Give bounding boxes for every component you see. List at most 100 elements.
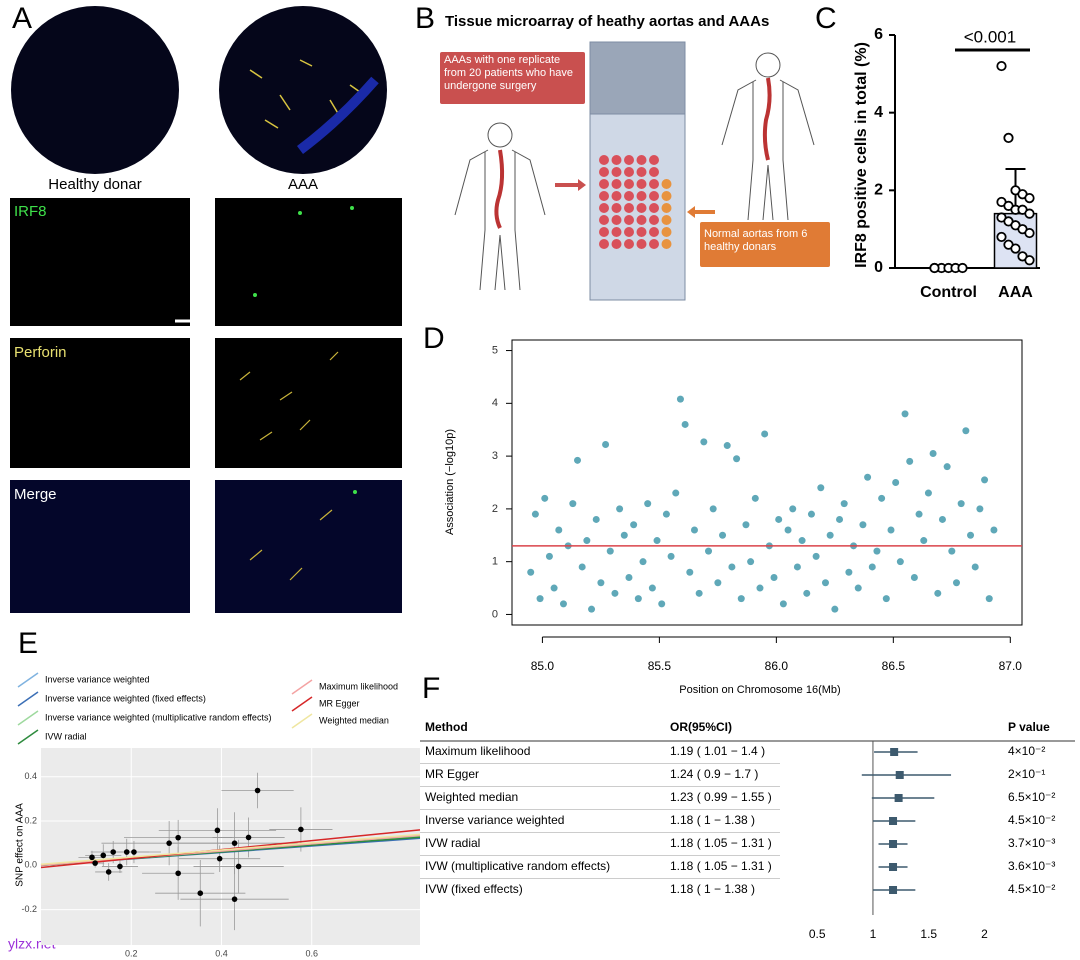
data-point (985, 595, 993, 603)
x-tick-label: 86.0 (765, 659, 789, 673)
legend-key (17, 729, 39, 745)
data-point (559, 600, 567, 608)
x-tick-label: 87.0 (999, 659, 1023, 673)
data-point (700, 438, 708, 446)
channel-label: IRF8 (14, 203, 47, 220)
x-tick-label: 2 (981, 927, 988, 941)
tissue-core (649, 215, 659, 225)
data-point (859, 521, 867, 529)
x-tick-label: Control (920, 284, 977, 301)
tissue-core (611, 215, 622, 225)
tissue-core (624, 215, 634, 225)
tissue-core (649, 155, 659, 165)
method: Inverse variance weighted (425, 813, 564, 827)
estimate (889, 886, 898, 894)
y-tick-label: 0 (874, 259, 883, 276)
data-point (831, 605, 839, 613)
tissue-core (661, 203, 672, 213)
p-value: 3.6×10⁻³ (1008, 859, 1055, 873)
method: MR Egger (425, 767, 479, 781)
x-tick-label: 1 (870, 927, 877, 941)
data-point (100, 852, 107, 859)
or-ci: 1.24 ( 0.9 − 1.7 ) (670, 767, 758, 781)
data-point (742, 521, 750, 529)
data-point (812, 552, 820, 560)
estimate (895, 771, 904, 779)
data-point (634, 595, 642, 603)
channel-label: Perforin (14, 344, 67, 361)
data-point (719, 531, 727, 539)
data-point (733, 455, 741, 463)
data-point (952, 579, 960, 587)
y-tick-label: 2 (874, 182, 883, 199)
stain (253, 206, 357, 494)
tissue-core (599, 239, 609, 249)
panel-label: C (815, 2, 837, 35)
data-point (934, 589, 942, 597)
data-point (676, 395, 684, 403)
note: Normal aortas from 6 healthy donars (704, 228, 808, 253)
data-point (639, 558, 647, 566)
data-point (779, 600, 787, 608)
stain (296, 76, 379, 154)
estimate (889, 817, 898, 825)
y-tick-label: 5 (492, 344, 498, 356)
data-point (943, 463, 951, 471)
micrograph (215, 198, 402, 326)
tissue-array (599, 155, 672, 249)
estimate (889, 840, 898, 848)
data-point (166, 840, 172, 846)
or-ci: 1.18 ( 1 − 1.38 ) (670, 813, 755, 827)
tissue-core (599, 203, 609, 213)
data-point (728, 563, 736, 571)
data-point (1003, 132, 1014, 144)
tissue-image (219, 6, 387, 174)
data-point (924, 489, 932, 497)
data-point (592, 515, 600, 523)
method: Weighted median (425, 790, 518, 804)
data-point (175, 834, 181, 841)
micrograph (10, 198, 190, 326)
diagram-title: Tissue microarray of heathy aortas and A… (445, 13, 769, 30)
tissue-core (661, 191, 672, 201)
estimate (890, 748, 899, 756)
tissue-core (636, 203, 647, 213)
x-tick-label: AAA (998, 284, 1033, 301)
tissue-core (611, 167, 622, 177)
data-point (110, 849, 116, 855)
tissue-core (624, 179, 634, 189)
legend-label: MR Egger (319, 698, 360, 708)
p-value: 4×10⁻² (1008, 744, 1045, 758)
tissue-core (649, 179, 659, 189)
aorta (762, 77, 772, 161)
p-value: 3.7×10⁻³ (1008, 836, 1055, 850)
x-tick-label: 0.6 (305, 948, 318, 958)
data-point (541, 494, 549, 502)
data-point (887, 526, 895, 534)
tissue-core (599, 215, 609, 225)
data-point (231, 840, 238, 846)
data-point (896, 558, 904, 566)
or-ci: 1.23 ( 0.99 − 1.55 ) (670, 790, 772, 804)
data-point (545, 552, 553, 560)
data-point (1024, 208, 1035, 219)
method: Maximum likelihood (425, 744, 530, 758)
y-tick-label: 0.0 (24, 860, 37, 870)
note-box (700, 222, 830, 267)
human-figure (454, 52, 815, 291)
plot-frame (511, 339, 1023, 626)
estimate (889, 863, 898, 871)
data-point (672, 489, 680, 497)
data-point (770, 574, 778, 581)
x-tick-label: 85.5 (648, 659, 672, 673)
note-box (440, 52, 585, 104)
data-point (901, 410, 909, 418)
data-point (658, 600, 666, 608)
data-point (695, 589, 703, 597)
micrograph (10, 338, 190, 468)
or-ci: 1.18 ( 1 − 1.38 ) (670, 882, 755, 896)
data-point (254, 787, 261, 794)
legend-label: Maximum likelihood (319, 681, 398, 691)
panel-label: E (18, 627, 38, 660)
data-point (996, 231, 1007, 243)
